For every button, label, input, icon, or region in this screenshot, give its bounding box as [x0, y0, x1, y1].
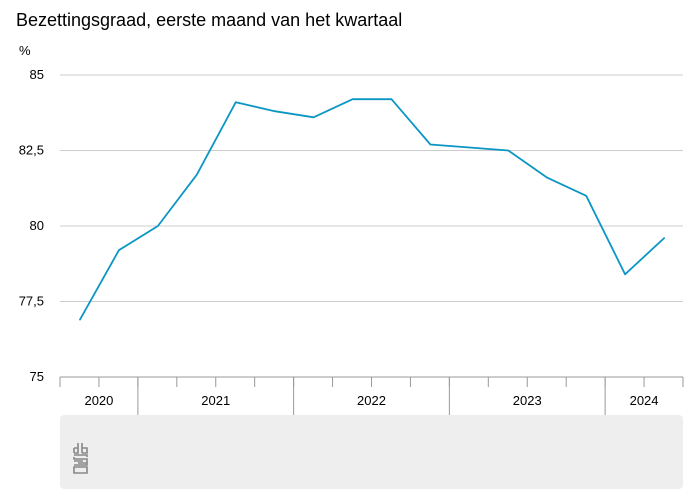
y-tick-label: 80	[30, 218, 44, 233]
grid-lines	[60, 74, 683, 302]
cbs-logo-part	[73, 443, 79, 454]
cbs-logo-icon	[73, 443, 88, 474]
x-axis: 2020 2021 2022 2023 2024	[59, 376, 684, 415]
footer-panel	[60, 415, 683, 489]
cbs-logo-part	[73, 454, 88, 466]
chart-title: Bezettingsgraad, eerste maand van het kw…	[16, 10, 402, 30]
y-tick-label: 75	[30, 369, 44, 384]
data-series	[79, 98, 665, 321]
x-year-label: 2024	[630, 393, 659, 408]
y-tick-label: 77,5	[19, 294, 44, 309]
y-axis-unit-label: %	[19, 43, 31, 58]
y-tick-label: 85	[30, 67, 44, 82]
x-year-label: 2021	[201, 393, 230, 408]
y-tick-label: 82,5	[19, 143, 44, 158]
cbs-logo-part	[81, 443, 88, 454]
series-line	[79, 98, 665, 321]
x-year-label: 2023	[513, 393, 542, 408]
y-axis-tick-labels: 75 77,5 80 82,5 85	[19, 67, 44, 384]
x-year-label: 2020	[84, 393, 113, 408]
cbs-logo-part	[73, 466, 88, 474]
x-year-label: 2022	[357, 393, 386, 408]
